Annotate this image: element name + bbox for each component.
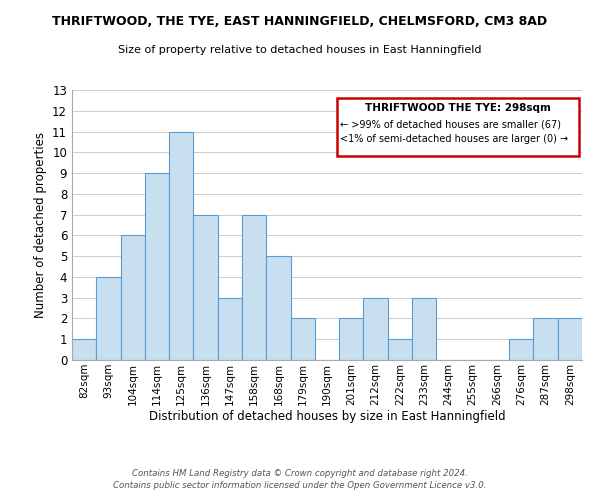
Y-axis label: Number of detached properties: Number of detached properties [34,132,47,318]
Bar [169,132,193,360]
Bar [364,298,388,360]
Bar [388,339,412,360]
Text: Contains public sector information licensed under the Open Government Licence v3: Contains public sector information licen… [113,481,487,490]
Text: THRIFTWOOD, THE TYE, EAST HANNINGFIELD, CHELMSFORD, CM3 8AD: THRIFTWOOD, THE TYE, EAST HANNINGFIELD, … [52,15,548,28]
Text: <1% of semi-detached houses are larger (0) →: <1% of semi-detached houses are larger (… [340,134,568,144]
Bar [96,277,121,360]
Bar [533,318,558,360]
Bar [339,318,364,360]
Bar [266,256,290,360]
Bar [121,236,145,360]
Text: Contains HM Land Registry data © Crown copyright and database right 2024.: Contains HM Land Registry data © Crown c… [132,468,468,477]
X-axis label: Distribution of detached houses by size in East Hanningfield: Distribution of detached houses by size … [149,410,505,424]
Bar [193,214,218,360]
Bar [242,214,266,360]
Bar [290,318,315,360]
Text: Size of property relative to detached houses in East Hanningfield: Size of property relative to detached ho… [118,45,482,55]
Bar [145,173,169,360]
Bar [509,339,533,360]
Text: THRIFTWOOD THE TYE: 298sqm: THRIFTWOOD THE TYE: 298sqm [365,103,551,113]
Bar [558,318,582,360]
Text: ← >99% of detached houses are smaller (67): ← >99% of detached houses are smaller (6… [340,119,561,129]
Bar [412,298,436,360]
Bar [72,339,96,360]
Bar [218,298,242,360]
